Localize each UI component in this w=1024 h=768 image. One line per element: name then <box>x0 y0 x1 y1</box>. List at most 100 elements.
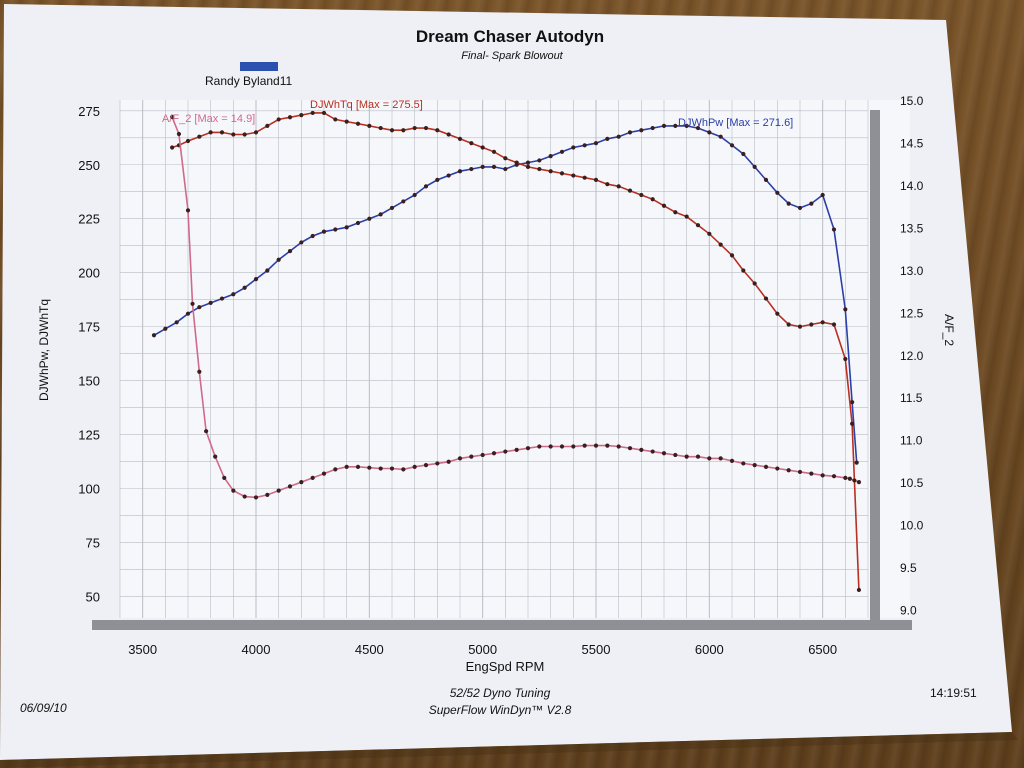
torque-series-point <box>355 121 361 126</box>
af-series-point <box>423 463 429 468</box>
tick-labels: 3500 4000 4500 5000 5500 6000 6500 50 75 100 125 15… <box>78 94 923 657</box>
af-series-point <box>707 456 712 461</box>
af-series-point <box>176 131 182 137</box>
y-axis-label: DJWhPw, DJWhTq <box>37 299 51 401</box>
torque-series-point <box>843 356 848 362</box>
power-series-point <box>707 130 712 135</box>
power-series-point <box>265 268 270 273</box>
af-series-point <box>809 471 814 476</box>
af-series-point <box>287 484 293 489</box>
torque-series-point <box>786 322 791 327</box>
power-series-point <box>775 190 780 195</box>
af-series-point <box>775 466 780 471</box>
torque-series-point <box>344 119 349 124</box>
af-series-point <box>253 495 259 500</box>
torque-series-point <box>831 322 837 327</box>
x-tick-label: 3500 <box>128 642 157 657</box>
power-series-line <box>153 125 858 463</box>
y-tick-label: 50 <box>86 589 100 604</box>
torque-series-point <box>469 141 474 146</box>
af-series-point <box>718 456 723 461</box>
af-series-point <box>355 464 361 469</box>
af-series-point <box>582 443 587 448</box>
y2-tick-label: 11.5 <box>900 391 923 405</box>
af-series-point <box>752 463 757 468</box>
power-series-point <box>367 216 372 221</box>
af-series-point <box>684 454 689 459</box>
torque-series-point <box>661 203 667 208</box>
torque-series-point <box>310 110 315 116</box>
torque-series-point <box>559 171 565 176</box>
torque-series-point <box>548 169 553 174</box>
power-series-point <box>287 248 293 254</box>
af-series-point <box>673 452 678 458</box>
footer-shop: 52/52 Dyno Tuning <box>450 686 551 700</box>
af-series-point <box>843 475 848 480</box>
power-series-point <box>321 229 327 234</box>
af-series-point <box>310 475 315 480</box>
power-series-point <box>219 296 225 301</box>
power-series-point <box>582 143 587 148</box>
af-series-point <box>729 458 735 464</box>
power-series-point <box>684 123 689 128</box>
af-series-point <box>412 464 417 469</box>
af-series-point <box>213 454 218 459</box>
power-series-point <box>831 227 837 232</box>
torque-series-point <box>850 421 855 426</box>
torque-series-point <box>741 268 746 273</box>
power-series-point <box>729 143 735 148</box>
paper-shadow <box>0 732 1018 768</box>
af-series-point <box>525 446 531 451</box>
y2-tick-label: 10.5 <box>900 476 924 490</box>
af-series-point <box>344 464 349 469</box>
torque-series-point <box>185 138 191 144</box>
torque-series-point <box>367 123 372 128</box>
af-series-point <box>650 449 655 454</box>
y2-tick-label: 9.0 <box>900 604 917 618</box>
power-series-point <box>850 400 855 405</box>
power-series-point <box>673 123 678 128</box>
x-tick-label: 6500 <box>808 642 837 657</box>
power-series-point <box>627 130 633 135</box>
af-series-point <box>401 467 406 472</box>
af-series-point <box>741 461 746 466</box>
torque-series-point <box>856 587 862 593</box>
y2-tick-label: 9.5 <box>900 561 917 575</box>
power-series-point <box>242 285 247 290</box>
af-series-point <box>820 473 825 478</box>
af-series-point <box>367 465 372 470</box>
y-tick-label: 150 <box>78 374 100 389</box>
power-series-point <box>185 311 191 316</box>
power-series-point <box>231 292 236 297</box>
series-label-af: A/F_2 [Max = 14.9] <box>162 113 255 125</box>
y2-tick-label: 14.0 <box>900 179 924 193</box>
y2-tick-label: 15.0 <box>900 94 924 108</box>
torque-series-point <box>208 130 213 135</box>
plot-area <box>120 100 910 618</box>
power-series-point <box>854 460 859 465</box>
torque-series-point <box>265 123 270 128</box>
af-series-point <box>847 476 852 481</box>
y2-tick-label: 14.5 <box>900 136 924 150</box>
torque-series-point <box>820 320 825 325</box>
series-label-power: DJWhPw [Max = 271.6] <box>678 117 793 129</box>
power-series-point <box>695 125 701 131</box>
power-series-point <box>537 158 542 163</box>
af-series-point <box>503 449 508 454</box>
af-series-point <box>469 454 474 459</box>
x-tick-label: 4500 <box>355 642 384 657</box>
torque-series-point <box>763 296 769 301</box>
af-series-point <box>797 469 803 475</box>
torque-series-point <box>446 132 451 137</box>
af-series-point <box>537 444 542 449</box>
power-series-point <box>457 169 463 174</box>
torque-series-point <box>673 210 678 215</box>
af-series-point <box>446 459 451 464</box>
torque-series-point <box>287 115 293 120</box>
footer-date: 06/09/10 <box>20 701 67 715</box>
power-series-point <box>571 145 576 150</box>
power-series-point <box>469 166 474 172</box>
power-series-point <box>333 227 338 232</box>
torque-series-point <box>514 160 519 165</box>
af-series-point <box>265 492 270 497</box>
